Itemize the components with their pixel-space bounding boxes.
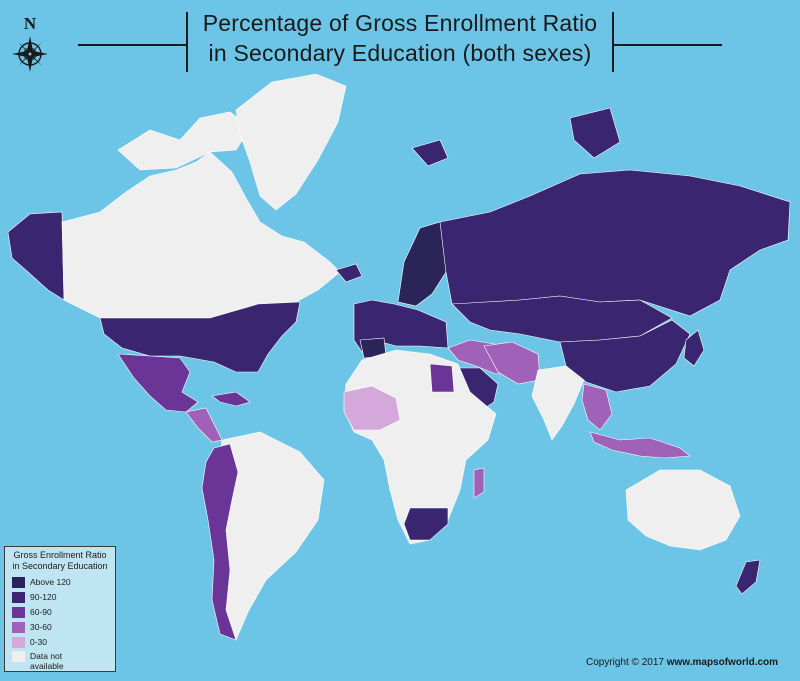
region-greenland bbox=[235, 73, 347, 211]
region-southeast-asia bbox=[581, 383, 613, 431]
legend-swatch bbox=[12, 622, 25, 633]
region-india bbox=[531, 365, 585, 441]
legend-label: 30-60 bbox=[30, 622, 52, 632]
region-mexico bbox=[117, 353, 199, 413]
title-rule-right bbox=[612, 44, 722, 46]
title-line-2: in Secondary Education (both sexes) bbox=[208, 40, 592, 66]
region-west-south-america bbox=[201, 443, 239, 641]
legend: Gross Enrollment Ratio in Secondary Educ… bbox=[4, 546, 116, 672]
legend-swatch bbox=[12, 637, 25, 648]
compass-rose-icon bbox=[12, 36, 48, 72]
legend-title-line-1: Gross Enrollment Ratio bbox=[13, 550, 107, 560]
region-canada-islands bbox=[117, 111, 251, 171]
legend-label: 90-120 bbox=[30, 592, 57, 602]
region-russian-arctic bbox=[569, 107, 621, 159]
region-south-africa bbox=[403, 507, 449, 541]
legend-swatch bbox=[12, 577, 25, 588]
legend-label-line-2: available bbox=[30, 661, 64, 671]
legend-swatch bbox=[12, 651, 25, 662]
region-iceland bbox=[335, 263, 363, 283]
legend-label-line-1: Data not bbox=[30, 651, 63, 661]
region-madagascar bbox=[473, 467, 485, 499]
region-russia bbox=[439, 169, 791, 317]
region-central-asia bbox=[451, 295, 673, 343]
compass: N bbox=[10, 14, 50, 76]
legend-label: 0-30 bbox=[30, 637, 48, 647]
copyright-text: Copyright © 2017 bbox=[586, 657, 664, 668]
region-central-america bbox=[185, 407, 223, 443]
title-rule-left bbox=[78, 44, 188, 46]
title-line-1: Percentage of Gross Enrollment Ratio bbox=[202, 10, 598, 36]
legend-swatch bbox=[12, 607, 25, 618]
region-svalbard bbox=[411, 139, 449, 167]
region-japan bbox=[683, 329, 705, 367]
compass-north-label: N bbox=[23, 14, 37, 33]
legend-label: Data not available bbox=[30, 651, 64, 671]
title-bar-left bbox=[186, 12, 188, 72]
legend-title-line-2: in Secondary Education bbox=[12, 561, 108, 571]
title-bar-right bbox=[612, 12, 614, 72]
copyright-site[interactable]: www.mapsofworld.com bbox=[666, 657, 779, 668]
region-egypt bbox=[429, 363, 455, 393]
map-title: Percentage of Gross Enrollment Ratio in … bbox=[186, 8, 614, 74]
copyright: Copyright © 2017 www.mapsofworld.com bbox=[586, 657, 778, 668]
legend-label: 60-90 bbox=[30, 607, 52, 617]
region-west-africa bbox=[343, 385, 401, 431]
region-indonesia bbox=[589, 431, 691, 459]
legend-swatch bbox=[12, 592, 25, 603]
legend-label: Above 120 bbox=[30, 577, 71, 587]
legend-title: Gross Enrollment Ratio in Secondary Educ… bbox=[5, 550, 115, 572]
region-usa bbox=[99, 301, 301, 373]
region-australia bbox=[625, 469, 741, 551]
region-new-zealand bbox=[735, 559, 761, 595]
region-alaska bbox=[7, 211, 65, 301]
region-caribbean bbox=[211, 391, 251, 407]
